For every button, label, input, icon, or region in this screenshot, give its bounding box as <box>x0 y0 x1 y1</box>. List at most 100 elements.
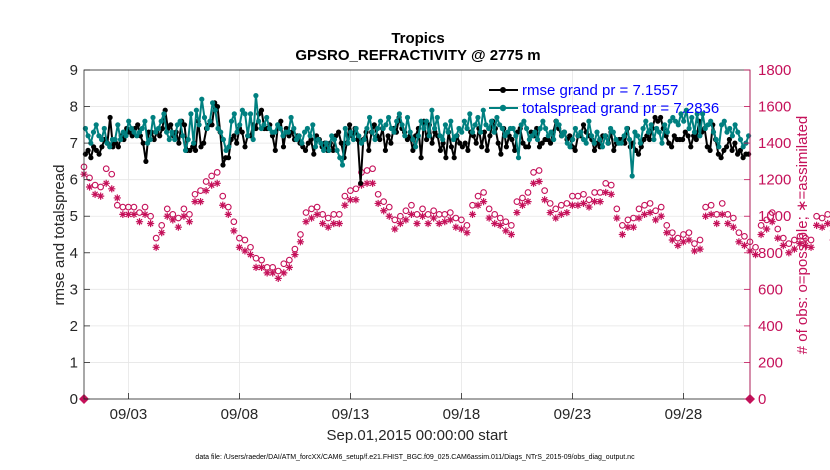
spread-marker <box>662 122 668 128</box>
obs-possible-marker <box>474 192 482 200</box>
obs-possible-marker <box>785 240 793 247</box>
spread-marker <box>88 140 94 146</box>
obs-possible-marker <box>707 201 715 209</box>
obs-possible-marker <box>241 236 249 244</box>
spread-marker <box>399 122 405 128</box>
rmse-marker <box>735 151 741 157</box>
obs-assimilated-marker <box>796 240 804 248</box>
obs-assimilated-marker <box>685 236 693 244</box>
y-tick-label: 2 <box>70 318 78 335</box>
obs-assimilated-marker <box>413 219 421 228</box>
obs-possible-marker <box>552 205 560 213</box>
rmse-marker <box>231 133 237 139</box>
obs-possible-marker <box>258 256 265 264</box>
spread-marker <box>139 125 145 132</box>
obs-assimilated-marker <box>751 251 760 259</box>
spread-marker <box>261 122 267 128</box>
obs-assimilated-marker <box>446 216 454 224</box>
obs-possible-marker <box>152 234 160 242</box>
spread-marker <box>524 125 530 132</box>
obs-assimilated-marker <box>169 216 177 224</box>
spread-marker <box>681 118 687 124</box>
left-axis: 0 1 2 3 4 5 6 7 8 9 <box>70 62 90 408</box>
spread-marker <box>421 125 427 132</box>
spread-marker <box>291 125 297 132</box>
obs-possible-marker <box>696 236 704 244</box>
rmse-marker <box>567 133 573 139</box>
spread-marker <box>518 122 524 128</box>
spread-marker <box>624 125 630 132</box>
obs-possible-marker <box>824 211 830 218</box>
obs-assimilated-marker <box>785 249 793 257</box>
rmse-marker <box>151 136 157 143</box>
spread-marker <box>331 136 337 143</box>
obs-assimilated-marker <box>424 219 432 228</box>
rmse-marker <box>157 133 163 139</box>
rmse-marker <box>115 144 121 150</box>
obs-possible-marker <box>297 231 304 238</box>
spread-marker <box>700 111 706 117</box>
spread-marker <box>223 147 229 153</box>
rmse-marker <box>302 147 309 153</box>
spread-marker <box>293 136 300 143</box>
obs-assimilated-marker <box>463 229 471 237</box>
obs-possible-marker <box>496 214 504 222</box>
spread-marker <box>570 136 576 143</box>
rmse-marker <box>479 144 485 150</box>
spread-marker <box>548 129 554 135</box>
obs-possible-marker <box>774 225 782 233</box>
spread-marker <box>112 136 118 143</box>
spread-marker <box>705 122 711 128</box>
spread-marker <box>515 155 522 161</box>
spread-marker <box>258 125 264 132</box>
obs-assimilated-marker <box>352 196 360 204</box>
obs-assimilated-marker <box>174 223 182 231</box>
spread-marker <box>315 136 321 143</box>
spread-marker <box>559 133 565 139</box>
obs-assimilated-marker <box>246 251 255 259</box>
obs-assimilated-marker <box>535 177 543 186</box>
obs-assimilated-marker <box>690 247 699 255</box>
y2-tick-label: 1200 <box>758 172 791 189</box>
spread-marker <box>510 125 516 132</box>
spread-marker <box>729 133 736 139</box>
spread-marker <box>383 122 389 128</box>
obs-possible-marker <box>391 216 399 224</box>
rmse-marker <box>96 151 102 157</box>
rmse-marker <box>591 147 598 153</box>
spread-marker <box>640 125 646 132</box>
spread-marker <box>564 140 570 146</box>
rmse-marker <box>635 151 642 157</box>
obs-possible-marker <box>563 200 571 207</box>
spread-marker <box>488 118 495 124</box>
spread-marker <box>288 114 294 121</box>
spread-marker <box>702 125 708 132</box>
obs-assimilated-marker <box>124 210 132 218</box>
spread-marker <box>266 125 273 132</box>
y-tick-label: 7 <box>70 135 78 152</box>
obs-assimilated-marker <box>113 194 121 202</box>
spread-marker <box>212 107 218 113</box>
obs-assimilated-marker <box>807 243 815 251</box>
obs-assimilated-marker <box>346 196 354 204</box>
spread-marker <box>602 133 608 139</box>
obs-assimilated-marker <box>213 179 221 187</box>
rmse-marker <box>680 136 686 143</box>
spread-marker <box>561 129 568 135</box>
spread-marker <box>478 129 484 135</box>
spread-marker <box>193 107 199 113</box>
obs-assimilated-marker <box>163 212 171 220</box>
rmse-marker <box>385 133 391 139</box>
spread-marker <box>719 122 725 128</box>
rmse-marker <box>388 140 394 146</box>
obs-assimilated-marker <box>402 216 410 224</box>
x-tick-label: 09/23 <box>554 406 592 423</box>
spread-marker <box>486 125 492 132</box>
spread-marker <box>107 144 113 150</box>
legend: rmse grand pr = 7.1557 totalspread grand… <box>489 82 719 117</box>
spread-marker <box>434 114 440 121</box>
obs-possible-marker <box>374 190 382 198</box>
obs-possible-marker <box>519 194 526 202</box>
legend-rmse-marker <box>500 87 506 93</box>
spread-marker <box>502 133 508 139</box>
